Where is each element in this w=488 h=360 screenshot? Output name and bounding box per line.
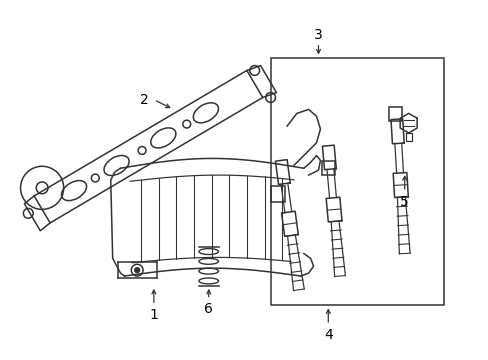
Bar — [271, 58, 443, 305]
Text: 6: 6 — [204, 302, 213, 316]
Text: 4: 4 — [323, 328, 332, 342]
Bar — [271, 186, 285, 202]
Text: 5: 5 — [400, 194, 408, 208]
Text: 1: 1 — [149, 308, 158, 322]
Circle shape — [135, 268, 140, 273]
Bar — [322, 161, 334, 175]
Text: 3: 3 — [313, 28, 322, 42]
Text: 2: 2 — [140, 93, 148, 107]
Bar — [388, 108, 401, 121]
